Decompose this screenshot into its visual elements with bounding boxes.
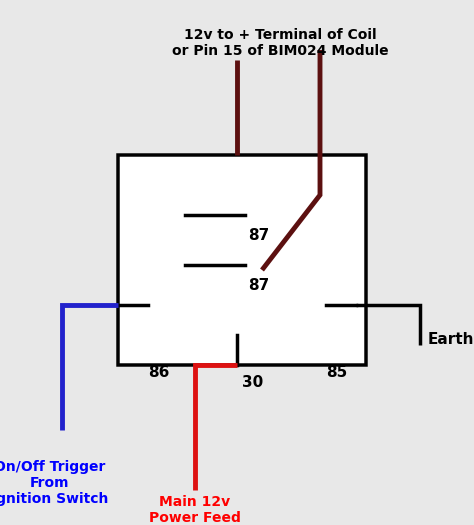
Text: 86: 86 — [148, 365, 169, 380]
Text: 87: 87 — [248, 278, 269, 293]
Text: Main 12v
Power Feed
(Use Fuse): Main 12v Power Feed (Use Fuse) — [149, 495, 241, 525]
Text: 30: 30 — [242, 375, 263, 390]
Text: 12v to + Terminal of Coil
or Pin 15 of BIM024 Module: 12v to + Terminal of Coil or Pin 15 of B… — [172, 28, 388, 58]
Text: On/Off Trigger
From
Ignition Switch: On/Off Trigger From Ignition Switch — [0, 460, 109, 507]
Text: 87: 87 — [248, 228, 269, 243]
Text: Earth: Earth — [428, 332, 474, 348]
FancyBboxPatch shape — [118, 155, 366, 365]
Text: 85: 85 — [326, 365, 347, 380]
